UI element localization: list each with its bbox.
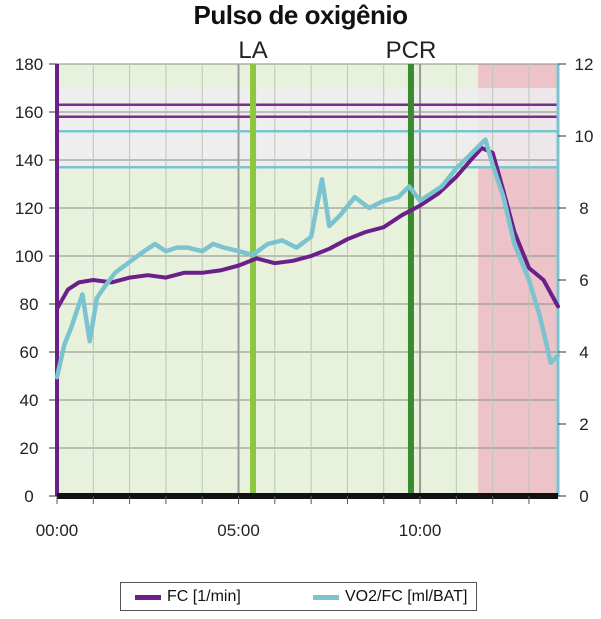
y-left-tick-label-100: 100 — [15, 247, 43, 266]
y-right-tick-label-10: 10 — [575, 127, 594, 146]
legend: FC [1/min] VO2/FC [ml/BAT] — [120, 582, 477, 611]
y-left-tick-label-120: 120 — [15, 199, 43, 218]
chart-title: Pulso de oxigênio — [193, 0, 408, 30]
y-left-tick-label-180: 180 — [15, 55, 43, 74]
y-right-tick-label-4: 4 — [579, 343, 588, 362]
y-right-tick-label-2: 2 — [579, 415, 588, 434]
x-tick-label-2: 10:00 — [399, 521, 442, 540]
y-right-tick-label-6: 6 — [579, 271, 588, 290]
legend-item-vo2fc: VO2/FC [ml/BAT] — [313, 587, 467, 607]
y-right-tick-label-8: 8 — [579, 199, 588, 218]
legend-swatch-fc — [135, 594, 161, 600]
series-line-vo2fc — [54, 137, 561, 380]
y-right-tick-label-12: 12 — [575, 55, 594, 74]
x-tick-label-0: 00:00 — [36, 521, 79, 540]
y-left-tick-label-140: 140 — [15, 151, 43, 170]
reference-band — [57, 88, 558, 168]
legend-item-fc: FC [1/min] — [135, 587, 241, 607]
legend-label-vo2fc: VO2/FC [ml/BAT] — [345, 588, 468, 605]
marker-label-pcr: PCR — [386, 37, 437, 64]
legend-swatch-vo2fc — [313, 594, 339, 600]
y-left-tick-label-20: 20 — [20, 439, 39, 458]
marker-label-la: LA — [238, 37, 267, 64]
y-left-tick-label-160: 160 — [15, 103, 43, 122]
y-left-tick-label-0: 0 — [24, 487, 33, 506]
y-left-tick-label-80: 80 — [20, 295, 39, 314]
y-right-tick-label-0: 0 — [579, 487, 588, 506]
y-left-tick-label-40: 40 — [20, 391, 39, 410]
x-tick-label-1: 05:00 — [217, 521, 260, 540]
legend-label-fc: FC [1/min] — [167, 588, 241, 605]
y-left-tick-label-60: 60 — [20, 343, 39, 362]
